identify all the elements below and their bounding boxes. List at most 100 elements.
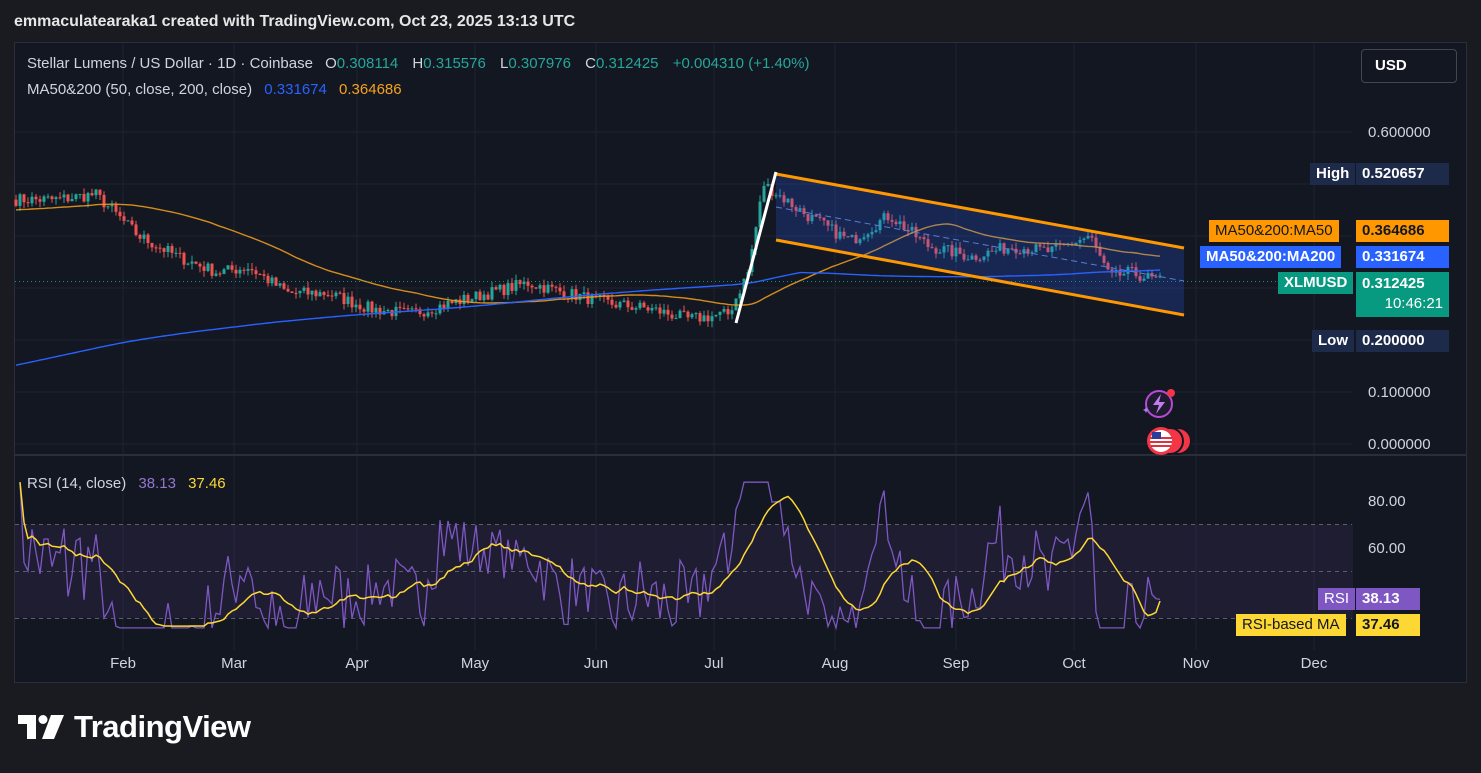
candle-body — [422, 314, 426, 317]
candle-body — [238, 269, 242, 274]
candle-body — [814, 214, 818, 217]
candle-body — [1098, 246, 1102, 256]
ma50-line — [15, 203, 1161, 306]
candle-body — [210, 263, 214, 276]
candle-body — [398, 306, 402, 308]
candle-body — [286, 288, 290, 292]
candle-body — [222, 269, 226, 274]
candle-body — [14, 199, 18, 206]
chart-frame[interactable] — [14, 42, 1467, 683]
candle-body — [722, 309, 726, 312]
time-axis-label: Nov — [1183, 655, 1210, 672]
candle-body — [842, 231, 846, 237]
candle-body — [730, 310, 734, 315]
candle-body — [170, 246, 174, 253]
candle-body — [1034, 244, 1038, 253]
rsi-tag-label: RSI — [1318, 588, 1356, 610]
candle-body — [30, 196, 34, 204]
candle-body — [658, 307, 662, 314]
candle-body — [266, 275, 270, 284]
time-axis-label: Apr — [345, 655, 368, 672]
candle-body — [866, 234, 870, 238]
candle-body — [962, 253, 966, 260]
candle-body — [334, 292, 338, 297]
candle-body — [766, 183, 770, 186]
candle-body — [426, 312, 430, 317]
candle-body — [218, 273, 222, 275]
candle-body — [1106, 262, 1110, 270]
channel-upper — [775, 172, 1185, 250]
candle-body — [38, 199, 42, 202]
candle-body — [282, 283, 286, 289]
candle-body — [506, 283, 510, 296]
candle-body — [442, 304, 446, 309]
candle-body — [562, 291, 566, 299]
flag-icon-svg — [1147, 427, 1192, 455]
candle-body — [82, 193, 86, 202]
candle-body — [610, 299, 614, 305]
candle-body — [370, 301, 374, 313]
candle-body — [1026, 249, 1030, 254]
low-value: 0.307976 — [508, 55, 571, 72]
currency-button[interactable]: USD — [1361, 49, 1457, 83]
candle-body — [354, 304, 358, 308]
candle-body — [934, 248, 938, 254]
candle-body — [662, 309, 666, 314]
candle-body — [906, 229, 910, 231]
candle-body — [242, 269, 246, 271]
candle-body — [350, 296, 354, 308]
candle-body — [802, 208, 806, 214]
time-axis-label: Sep — [943, 655, 970, 672]
time-axis-label: Mar — [221, 655, 247, 672]
candle-body — [1130, 267, 1134, 269]
us-economic-events-icon[interactable] — [1142, 424, 1194, 458]
candle-body — [358, 304, 362, 310]
candle-body — [862, 237, 866, 240]
candle-body — [338, 292, 342, 294]
candle-body — [1018, 253, 1022, 255]
candle-body — [1090, 235, 1094, 238]
candle-body — [510, 283, 514, 291]
candle-body — [1050, 246, 1054, 253]
rsi-axis-label: 60.00 — [1368, 540, 1406, 557]
candle-body — [798, 208, 802, 211]
change-value: +0.004310 (+1.40%) — [672, 55, 810, 72]
candle-body — [850, 235, 854, 238]
candle-body — [758, 201, 762, 228]
candle-body — [874, 230, 878, 232]
ma200-tag-value: 0.331674 — [1356, 246, 1449, 268]
candle-body — [150, 243, 154, 248]
low-tag-label: Low — [1312, 330, 1354, 352]
candle-body — [362, 309, 366, 312]
candle-body — [1122, 273, 1126, 276]
candle-body — [390, 309, 394, 317]
candle-body — [182, 252, 186, 265]
candle-body — [74, 194, 78, 200]
channel-fill — [776, 174, 1184, 315]
candle-body — [118, 211, 122, 217]
candle-body — [886, 213, 890, 221]
candle-body — [586, 292, 590, 304]
candle-body — [42, 196, 46, 202]
candle-body — [214, 273, 218, 276]
candle-body — [834, 224, 838, 239]
candle-body — [250, 269, 254, 271]
footer-brand: TradingView — [18, 709, 251, 745]
candle-body — [970, 255, 974, 260]
flash-icon-svg — [1143, 389, 1175, 418]
rsi-value: 38.13 — [138, 475, 176, 492]
candle-body — [754, 227, 758, 250]
candle-body — [778, 195, 782, 197]
candle-body — [710, 316, 714, 322]
ma200-value: 0.364686 — [339, 81, 402, 98]
candle-body — [946, 245, 950, 247]
candle-body — [650, 307, 654, 311]
candle-body — [1038, 244, 1042, 247]
ma50-tag-value: 0.364686 — [1356, 220, 1449, 242]
candle-body — [162, 248, 166, 252]
candle-body — [534, 287, 538, 289]
candle-body — [838, 231, 842, 239]
flash-event-icon[interactable] — [1140, 388, 1176, 420]
candle-body — [942, 246, 946, 253]
